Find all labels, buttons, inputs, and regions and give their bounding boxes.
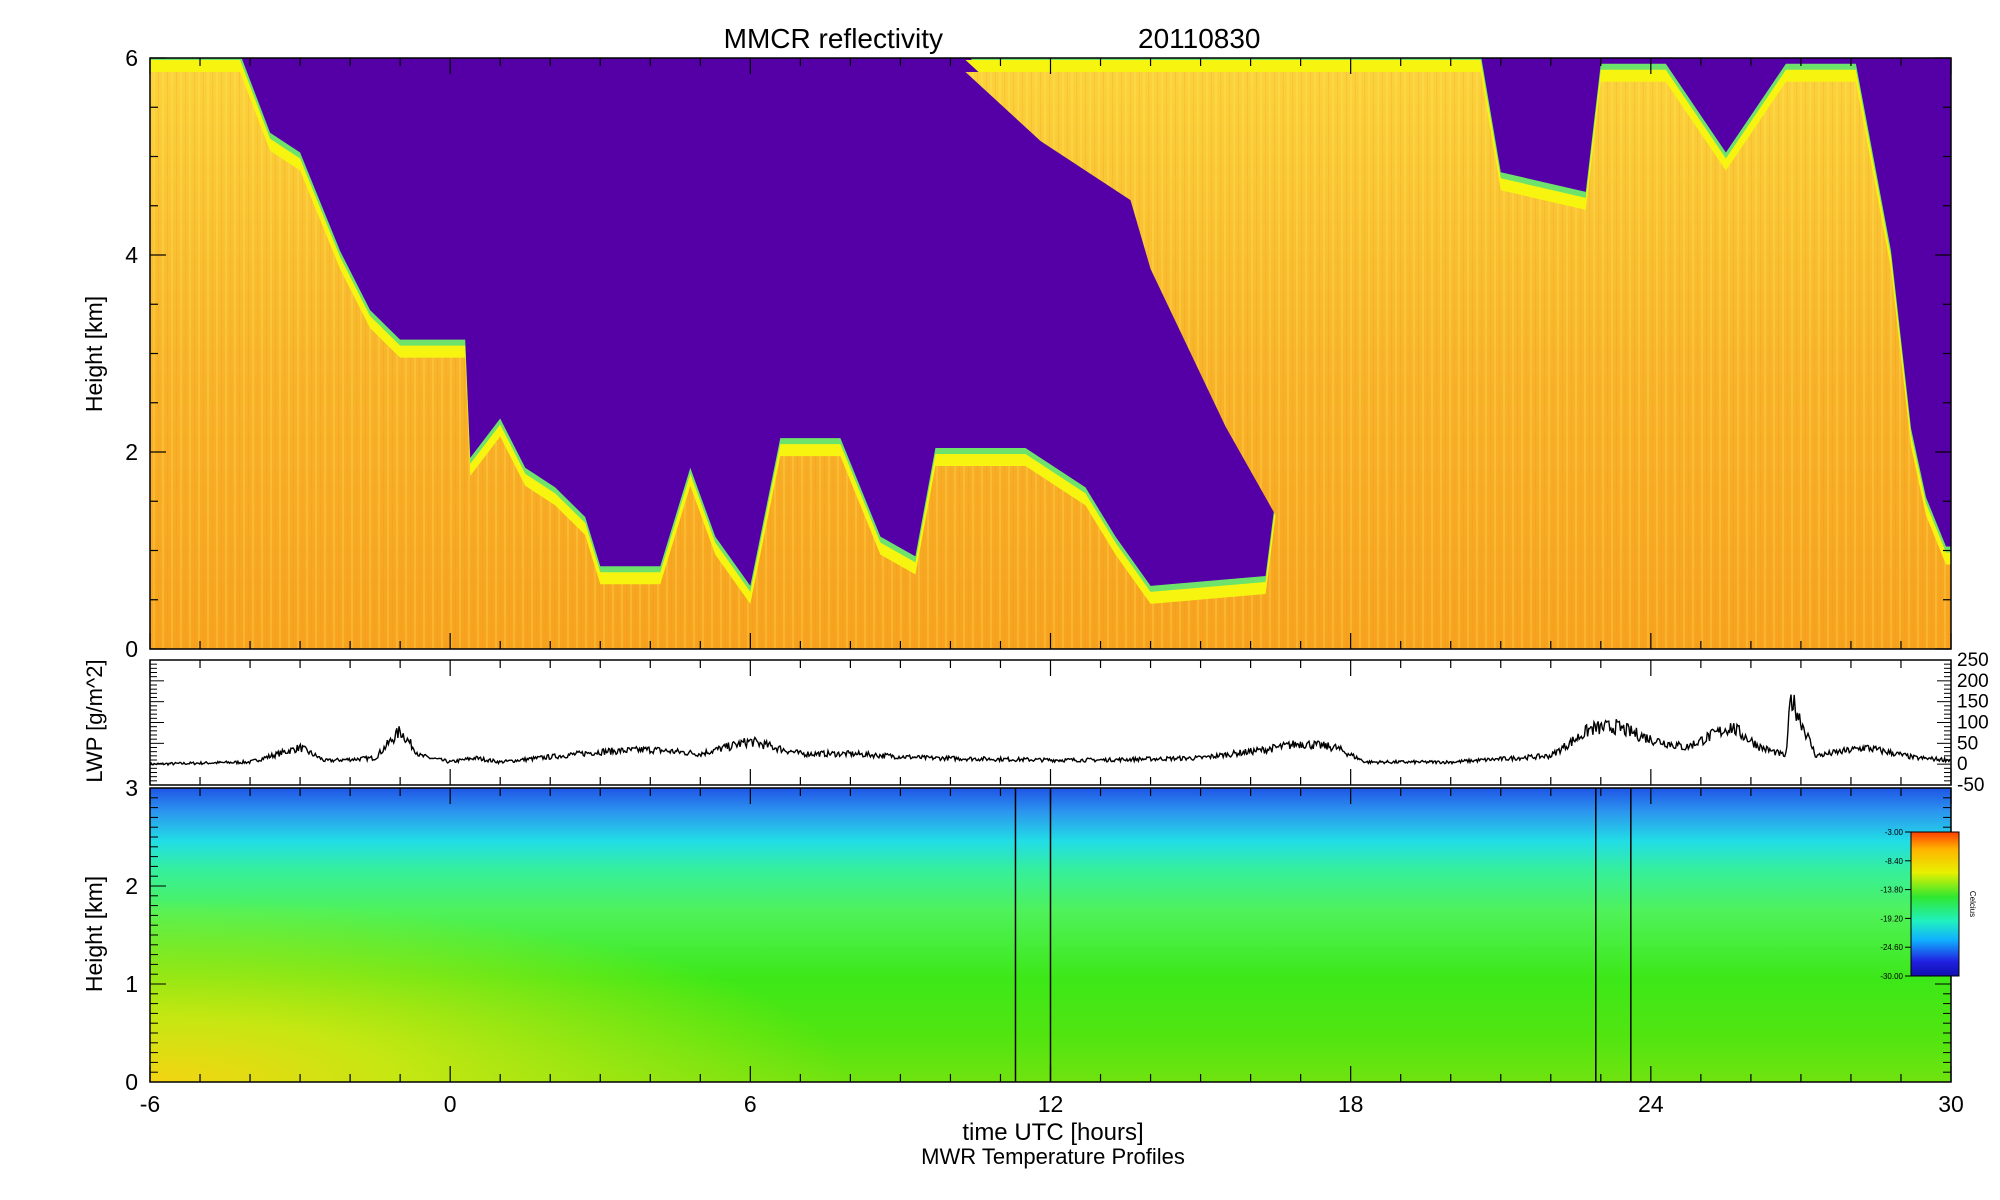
colorbar-tick-label: -30.00: [1880, 972, 1903, 981]
x-tick-label: 12: [1038, 1091, 1064, 1117]
radar-ytick-label: 6: [125, 45, 138, 71]
radar-yaxis: 0 2 4 6: [125, 45, 1951, 662]
x-axis-label: time UTC [hours]: [962, 1119, 1143, 1146]
lwp-plot-area: [150, 660, 1951, 785]
lwp-ytick-label: 150: [1957, 692, 1989, 713]
chart-date: 20110830: [1138, 23, 1261, 54]
colorbar-tick-label: -8.40: [1885, 857, 1904, 866]
temperature-xaxis: -6 0 6 12 18 24 30: [140, 788, 1964, 1117]
colorbar-ticks: -3.00 -8.40 -13.80 -19.20 -24.60 -30.00: [1880, 828, 1911, 981]
x-tick-label: 30: [1938, 1091, 1964, 1117]
temperature-ytick-label: 2: [125, 873, 138, 899]
x-tick-label: 0: [444, 1091, 457, 1117]
radar-ylabel: Height [km]: [81, 296, 107, 412]
temperature-ylabel: Height [km]: [81, 876, 107, 992]
x-tick-label: 24: [1638, 1091, 1664, 1117]
radar-echo-texture: [150, 72, 1951, 649]
lwp-ytick-label: 200: [1957, 671, 1989, 692]
colorbar-tick-label: -24.60: [1880, 943, 1903, 952]
lwp-ytick-label: 0: [1957, 754, 1968, 775]
radar-ytick-label: 2: [125, 439, 138, 465]
lwp-ytick-label: 250: [1957, 650, 1989, 671]
colorbar-tick-label: -19.20: [1880, 914, 1903, 923]
colorbar-tick-label: -3.00: [1885, 828, 1904, 837]
lwp-line: [149, 694, 1952, 767]
colorbar-label: Celcius: [1968, 891, 1977, 917]
colorbar-scale: [1910, 831, 1960, 977]
lwp-ylabel: LWP [g/m^2]: [82, 659, 107, 782]
lwp-ytick-label: 50: [1957, 733, 1978, 754]
lwp-ytick-label: 100: [1957, 713, 1989, 734]
lwp-xaxis-ticks: [149, 660, 1952, 785]
temperature-ytick-label: 1: [125, 971, 138, 997]
temperature-ytick-label: 3: [125, 775, 138, 801]
x-tick-label: 6: [744, 1091, 757, 1117]
chart-title: MMCR reflectivity: [724, 23, 943, 54]
radar-ytick-label: 0: [125, 636, 138, 662]
figure-caption: MWR Temperature Profiles: [921, 1144, 1185, 1169]
lwp-ytick-label: -50: [1957, 775, 1984, 796]
x-tick-label: -6: [140, 1091, 160, 1117]
colorbar-tick-label: -13.80: [1880, 886, 1903, 895]
colorbar: -3.00 -8.40 -13.80 -19.20 -24.60 -30.00 Celci…: [1880, 828, 1977, 981]
temperature-gap-lines: [1014, 788, 1632, 1082]
radar-ytick-label: 4: [125, 242, 138, 268]
temperature-warm-region: [150, 900, 850, 1082]
radar-xaxis-ticks: [149, 58, 1952, 649]
radar-panel: 0 2 4 6 Height [km]: [81, 45, 1952, 662]
x-tick-label: 18: [1338, 1091, 1364, 1117]
temperature-ytick-label: 0: [125, 1069, 138, 1095]
